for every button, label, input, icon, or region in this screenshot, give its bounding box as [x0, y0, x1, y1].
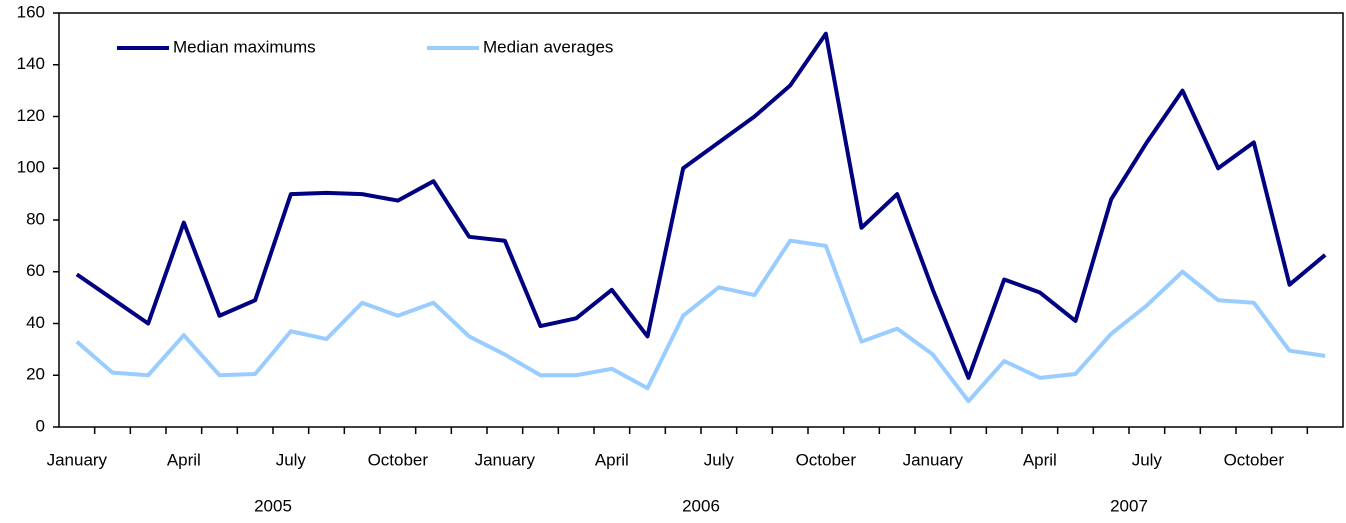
y-tick-label: 40 [26, 313, 45, 332]
x-tick-label: January [903, 450, 964, 469]
year-label: 2007 [1110, 496, 1148, 515]
x-tick-label: October [1224, 450, 1285, 469]
y-tick-label: 160 [17, 2, 45, 21]
y-tick-label: 140 [17, 54, 45, 73]
x-tick-label: April [167, 450, 201, 469]
y-tick-label: 60 [26, 261, 45, 280]
x-tick-label: July [1132, 450, 1163, 469]
y-tick-label: 120 [17, 106, 45, 125]
x-tick-label: January [475, 450, 536, 469]
x-tick-label: July [704, 450, 735, 469]
x-tick-label: July [276, 450, 307, 469]
x-tick-label: October [796, 450, 857, 469]
year-label: 2006 [682, 496, 720, 515]
legend-label: Median maximums [173, 37, 316, 56]
y-tick-label: 20 [26, 365, 45, 384]
y-tick-label: 100 [17, 158, 45, 177]
x-tick-label: October [368, 450, 429, 469]
y-tick-label: 80 [26, 209, 45, 228]
x-tick-label: April [595, 450, 629, 469]
series-line [75, 238, 1326, 404]
year-label: 2005 [254, 496, 292, 515]
x-tick-label: January [47, 450, 108, 469]
series-line [75, 31, 1327, 380]
x-tick-label: April [1023, 450, 1057, 469]
plot-frame [58, 12, 1344, 428]
legend-label: Median averages [483, 37, 613, 56]
y-tick-label: 0 [36, 416, 45, 435]
